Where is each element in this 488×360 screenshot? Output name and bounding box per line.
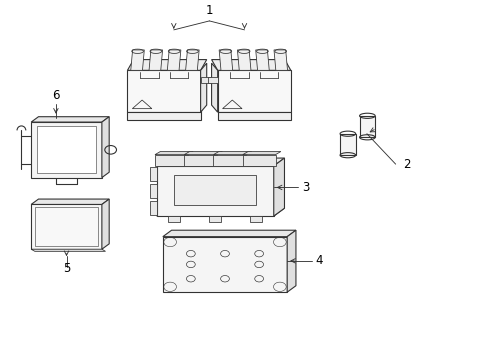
Text: 5: 5 xyxy=(62,262,70,275)
Polygon shape xyxy=(31,122,102,177)
Polygon shape xyxy=(168,216,180,222)
Polygon shape xyxy=(31,249,105,251)
Text: 1: 1 xyxy=(205,4,213,17)
Polygon shape xyxy=(155,155,187,166)
Polygon shape xyxy=(185,50,199,70)
Polygon shape xyxy=(273,50,287,70)
Bar xyxy=(37,126,96,173)
Polygon shape xyxy=(211,60,290,70)
Polygon shape xyxy=(149,50,162,70)
Polygon shape xyxy=(207,77,217,83)
Polygon shape xyxy=(213,155,246,166)
Polygon shape xyxy=(163,237,286,292)
Polygon shape xyxy=(157,158,284,166)
Polygon shape xyxy=(200,77,210,83)
Text: 4: 4 xyxy=(315,254,322,267)
Polygon shape xyxy=(149,184,157,198)
Polygon shape xyxy=(127,112,200,120)
Polygon shape xyxy=(127,70,200,112)
Text: 6: 6 xyxy=(52,89,60,102)
Polygon shape xyxy=(200,63,206,112)
Polygon shape xyxy=(157,208,284,216)
Polygon shape xyxy=(149,201,157,215)
Polygon shape xyxy=(167,50,181,70)
Polygon shape xyxy=(255,50,269,70)
Polygon shape xyxy=(359,116,374,137)
Polygon shape xyxy=(102,117,109,177)
Polygon shape xyxy=(339,134,355,155)
Polygon shape xyxy=(184,152,222,155)
Polygon shape xyxy=(31,204,102,249)
Polygon shape xyxy=(242,152,280,155)
Polygon shape xyxy=(217,70,290,112)
Polygon shape xyxy=(163,230,295,237)
Polygon shape xyxy=(273,158,284,216)
Polygon shape xyxy=(155,152,193,155)
Polygon shape xyxy=(184,155,217,166)
Polygon shape xyxy=(217,112,290,120)
Polygon shape xyxy=(211,63,217,112)
Polygon shape xyxy=(157,166,273,216)
Polygon shape xyxy=(237,50,250,70)
Polygon shape xyxy=(149,167,157,181)
Polygon shape xyxy=(209,216,221,222)
Polygon shape xyxy=(219,50,232,70)
Polygon shape xyxy=(31,199,109,204)
Bar xyxy=(174,175,256,205)
Text: 3: 3 xyxy=(302,181,309,194)
Polygon shape xyxy=(242,155,275,166)
Polygon shape xyxy=(250,216,262,222)
Bar xyxy=(35,207,98,246)
Polygon shape xyxy=(213,152,251,155)
Polygon shape xyxy=(102,199,109,249)
Polygon shape xyxy=(31,117,109,122)
Polygon shape xyxy=(286,230,295,292)
Polygon shape xyxy=(130,50,144,70)
Text: 2: 2 xyxy=(402,158,409,171)
Polygon shape xyxy=(127,60,206,70)
